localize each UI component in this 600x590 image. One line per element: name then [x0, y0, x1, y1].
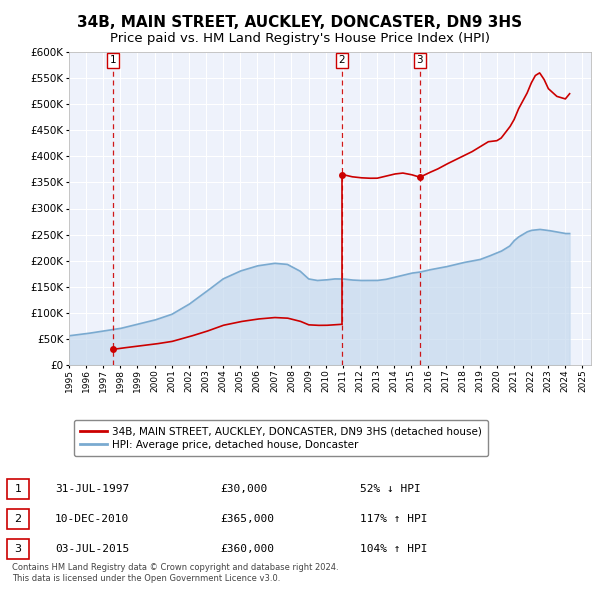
FancyBboxPatch shape	[7, 479, 29, 499]
Text: Contains HM Land Registry data © Crown copyright and database right 2024.
This d: Contains HM Land Registry data © Crown c…	[12, 563, 338, 583]
Text: £30,000: £30,000	[220, 484, 267, 494]
Text: 117% ↑ HPI: 117% ↑ HPI	[360, 514, 427, 524]
Text: 3: 3	[416, 55, 423, 65]
Text: 10-DEC-2010: 10-DEC-2010	[55, 514, 129, 524]
Text: 03-JUL-2015: 03-JUL-2015	[55, 544, 129, 554]
Text: 31-JUL-1997: 31-JUL-1997	[55, 484, 129, 494]
Text: £360,000: £360,000	[220, 544, 274, 554]
Text: 1: 1	[14, 484, 22, 494]
Text: 2: 2	[14, 514, 22, 524]
Text: 1: 1	[110, 55, 116, 65]
Text: 52% ↓ HPI: 52% ↓ HPI	[360, 484, 421, 494]
Text: 34B, MAIN STREET, AUCKLEY, DONCASTER, DN9 3HS: 34B, MAIN STREET, AUCKLEY, DONCASTER, DN…	[77, 15, 523, 30]
Legend: 34B, MAIN STREET, AUCKLEY, DONCASTER, DN9 3HS (detached house), HPI: Average pri: 34B, MAIN STREET, AUCKLEY, DONCASTER, DN…	[74, 420, 488, 456]
FancyBboxPatch shape	[7, 539, 29, 559]
Text: 104% ↑ HPI: 104% ↑ HPI	[360, 544, 427, 554]
Text: 2: 2	[338, 55, 345, 65]
Text: 3: 3	[14, 544, 22, 554]
Text: £365,000: £365,000	[220, 514, 274, 524]
FancyBboxPatch shape	[7, 509, 29, 529]
Text: Price paid vs. HM Land Registry's House Price Index (HPI): Price paid vs. HM Land Registry's House …	[110, 32, 490, 45]
